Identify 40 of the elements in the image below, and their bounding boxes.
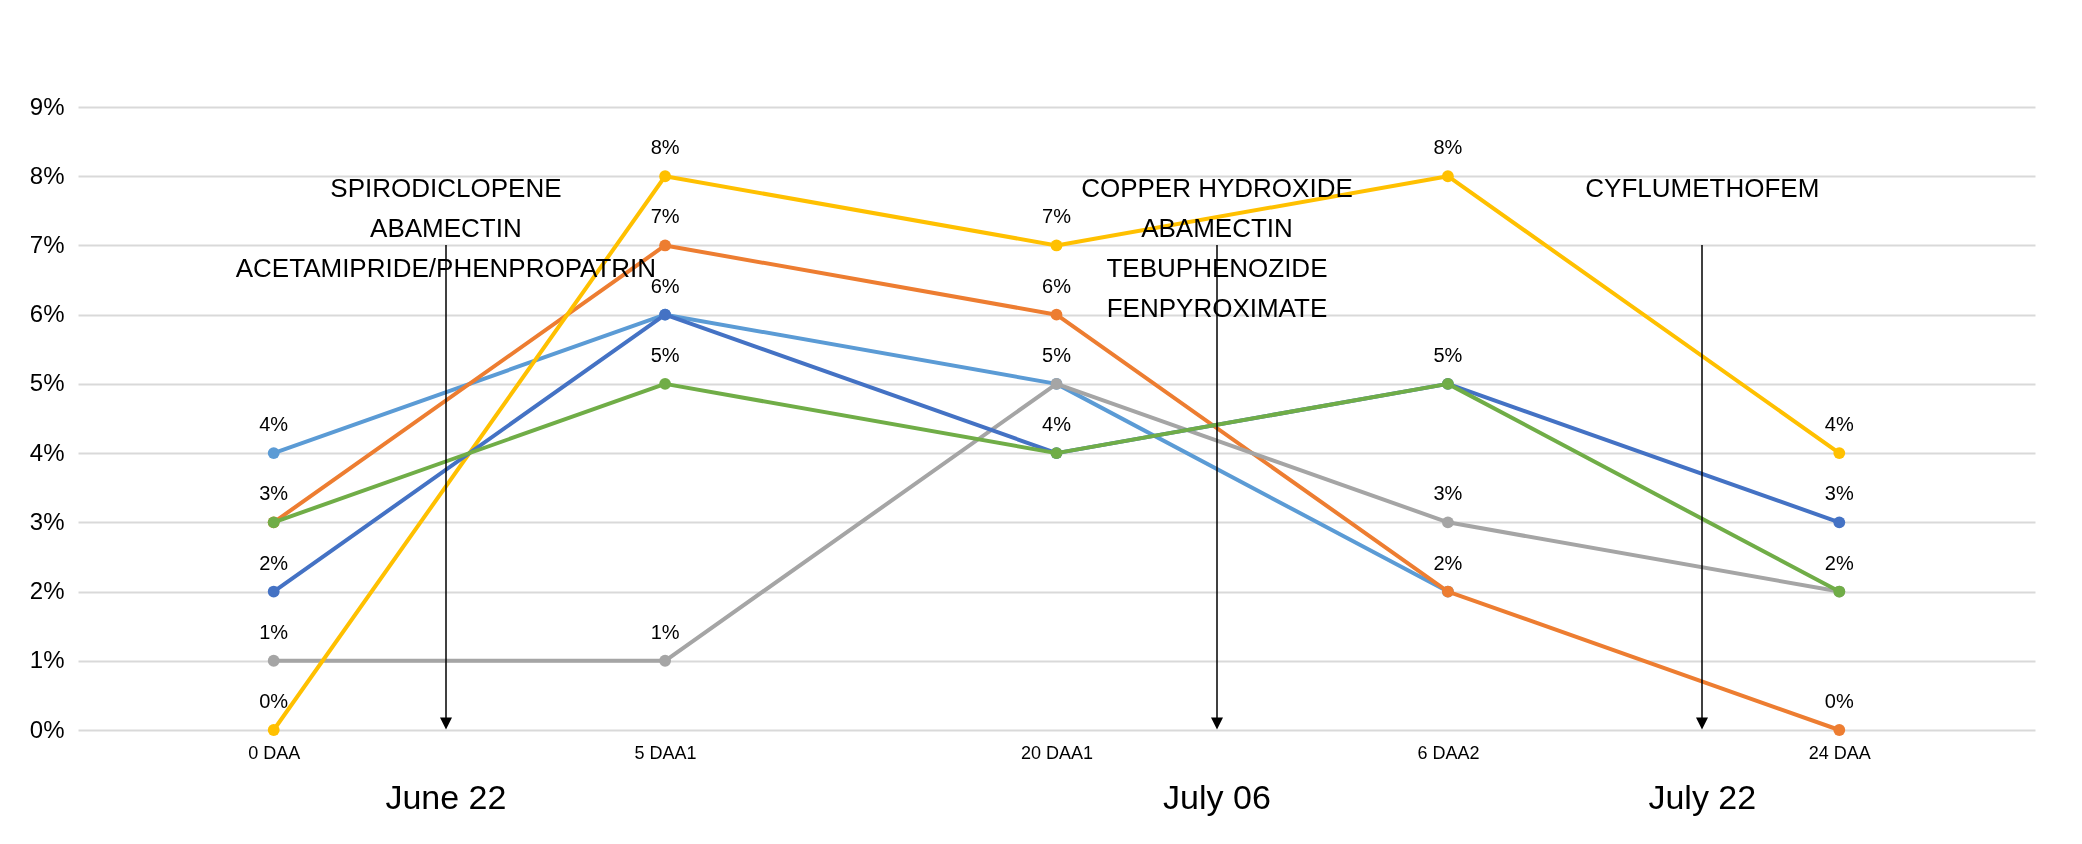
- data-label: 4%: [259, 413, 289, 436]
- annotation: CYFLUMETHOFEM: [1585, 172, 1820, 203]
- y-tick-label: 0%: [29, 715, 65, 743]
- text: July 22: [1648, 778, 1757, 816]
- y-tick-label: 8%: [29, 161, 65, 189]
- data-label: 8%: [650, 136, 680, 159]
- data-label: 4%: [1042, 413, 1072, 436]
- data-label: 0%: [1824, 690, 1854, 712]
- y-tick-label: 4%: [29, 438, 65, 466]
- data-label: 6%: [1042, 274, 1072, 297]
- y-tick-label: 9%: [29, 92, 65, 120]
- data-label: 4%: [1824, 413, 1854, 436]
- data-label: 1%: [650, 620, 680, 643]
- x-tick-label: 6 DAA2: [1417, 742, 1480, 763]
- data-label: 7%: [1042, 205, 1072, 228]
- data-label: 0%: [259, 690, 289, 712]
- data-label: 3%: [259, 482, 289, 505]
- data-label: 7%: [650, 205, 680, 228]
- data-label: 5%: [1433, 343, 1463, 366]
- data-label: 3%: [1824, 482, 1854, 505]
- x-tick-label: 5 DAA1: [634, 742, 697, 763]
- y-tick-label: 7%: [29, 230, 65, 258]
- y-tick-label: 5%: [29, 369, 65, 397]
- text: July 06: [1163, 778, 1271, 816]
- data-label: 2%: [1433, 551, 1463, 574]
- data-label: 2%: [259, 551, 289, 574]
- data-label: 8%: [1433, 136, 1463, 159]
- y-tick-label: 1%: [29, 646, 65, 674]
- x-tick-label: 0 DAA: [248, 742, 301, 763]
- x-tick-label: 24 DAA: [1808, 742, 1871, 763]
- data-label: 2%: [1824, 551, 1854, 574]
- data-label: 1%: [259, 620, 289, 643]
- y-tick-label: 3%: [29, 507, 65, 535]
- y-tick-label: 6%: [29, 300, 65, 328]
- y-tick-label: 2%: [29, 577, 65, 605]
- data-label: 5%: [650, 343, 680, 366]
- data-label: 5%: [1042, 343, 1072, 366]
- text: June 22: [385, 778, 507, 816]
- x-tick-label: 20 DAA1: [1020, 742, 1094, 763]
- data-label: 3%: [1433, 482, 1463, 505]
